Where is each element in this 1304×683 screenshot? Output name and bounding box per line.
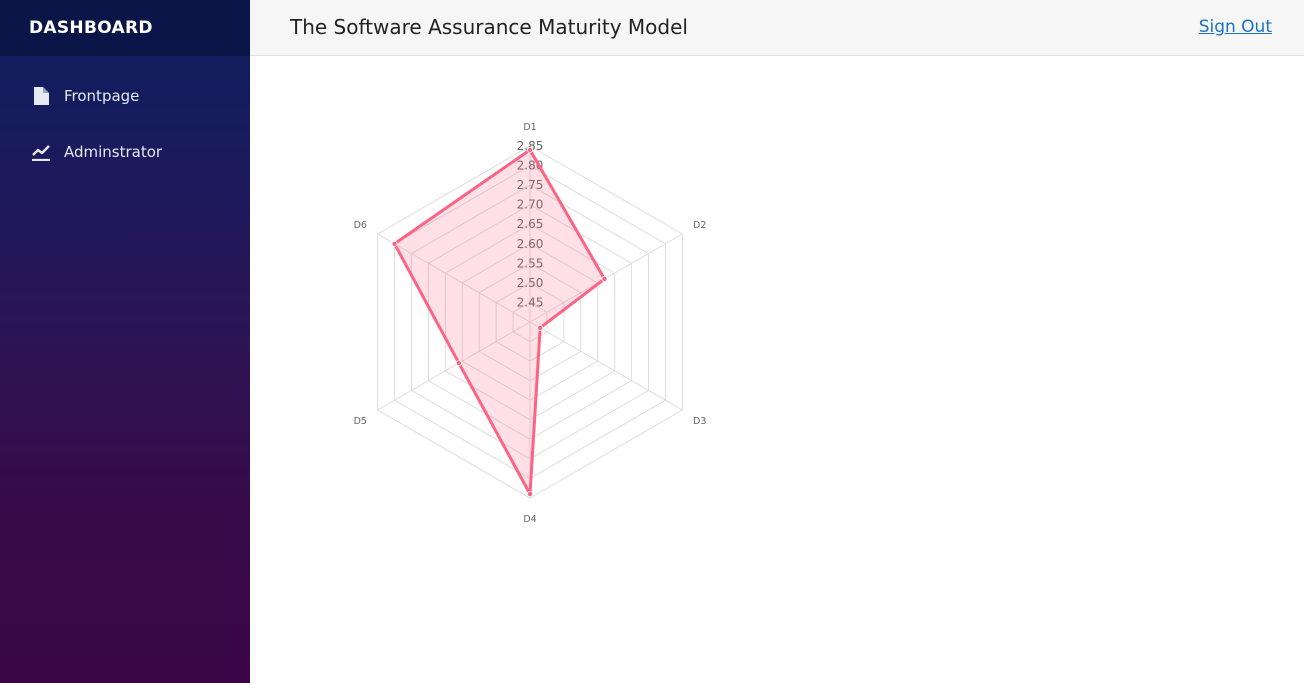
- sidebar-item-label: Frontpage: [64, 87, 140, 105]
- axis-label-d1: D1: [523, 122, 536, 133]
- axis-label-d4: D4: [523, 514, 536, 525]
- data-point-d2: [601, 275, 608, 282]
- series-area: [393, 148, 607, 496]
- top-header: The Software Assurance Maturity Model Si…: [250, 0, 1304, 56]
- data-point-d4: [526, 491, 533, 498]
- data-point-d1: [526, 146, 533, 153]
- sidebar-nav: Frontpage Adminstrator: [0, 56, 250, 180]
- sidebar-item-frontpage[interactable]: Frontpage: [0, 68, 250, 124]
- r-tick-label: 2.50: [517, 276, 544, 290]
- grid-spoke: [529, 321, 683, 411]
- axis-label-d2: D2: [693, 220, 706, 231]
- file-icon: [31, 86, 51, 106]
- sidebar: DASHBOARD Frontpage Adminstrator: [0, 0, 250, 683]
- sign-out-link[interactable]: Sign Out: [1198, 17, 1272, 37]
- sidebar-item-adminstrator[interactable]: Adminstrator: [0, 124, 250, 180]
- grid-spoke: [377, 233, 531, 323]
- r-tick-label: 2.45: [517, 295, 544, 309]
- brand-logo[interactable]: DASHBOARD: [0, 0, 250, 56]
- axis-label-d5: D5: [354, 416, 367, 427]
- data-point-d5: [455, 360, 462, 367]
- grid-spoke: [377, 321, 531, 411]
- chart-area: 2.452.502.552.602.652.702.752.802.85D1D2…: [250, 56, 1304, 683]
- data-point-d6: [391, 240, 398, 247]
- axis-label-d3: D3: [693, 416, 706, 427]
- r-tick-label: 2.85: [517, 139, 544, 153]
- line-chart-icon: [31, 142, 51, 162]
- sidebar-item-label: Adminstrator: [64, 143, 163, 161]
- r-tick-label: 2.60: [517, 237, 544, 251]
- radar-chart: 2.452.502.552.602.652.702.752.802.85D1D2…: [354, 122, 707, 525]
- r-tick-label: 2.65: [517, 217, 544, 231]
- axis-label-d6: D6: [354, 220, 367, 231]
- r-tick-label: 2.70: [517, 198, 544, 212]
- data-point-d3: [537, 324, 544, 331]
- page-title: The Software Assurance Maturity Model: [290, 15, 688, 39]
- r-tick-label: 2.55: [517, 256, 544, 270]
- r-tick-label: 2.75: [517, 178, 544, 192]
